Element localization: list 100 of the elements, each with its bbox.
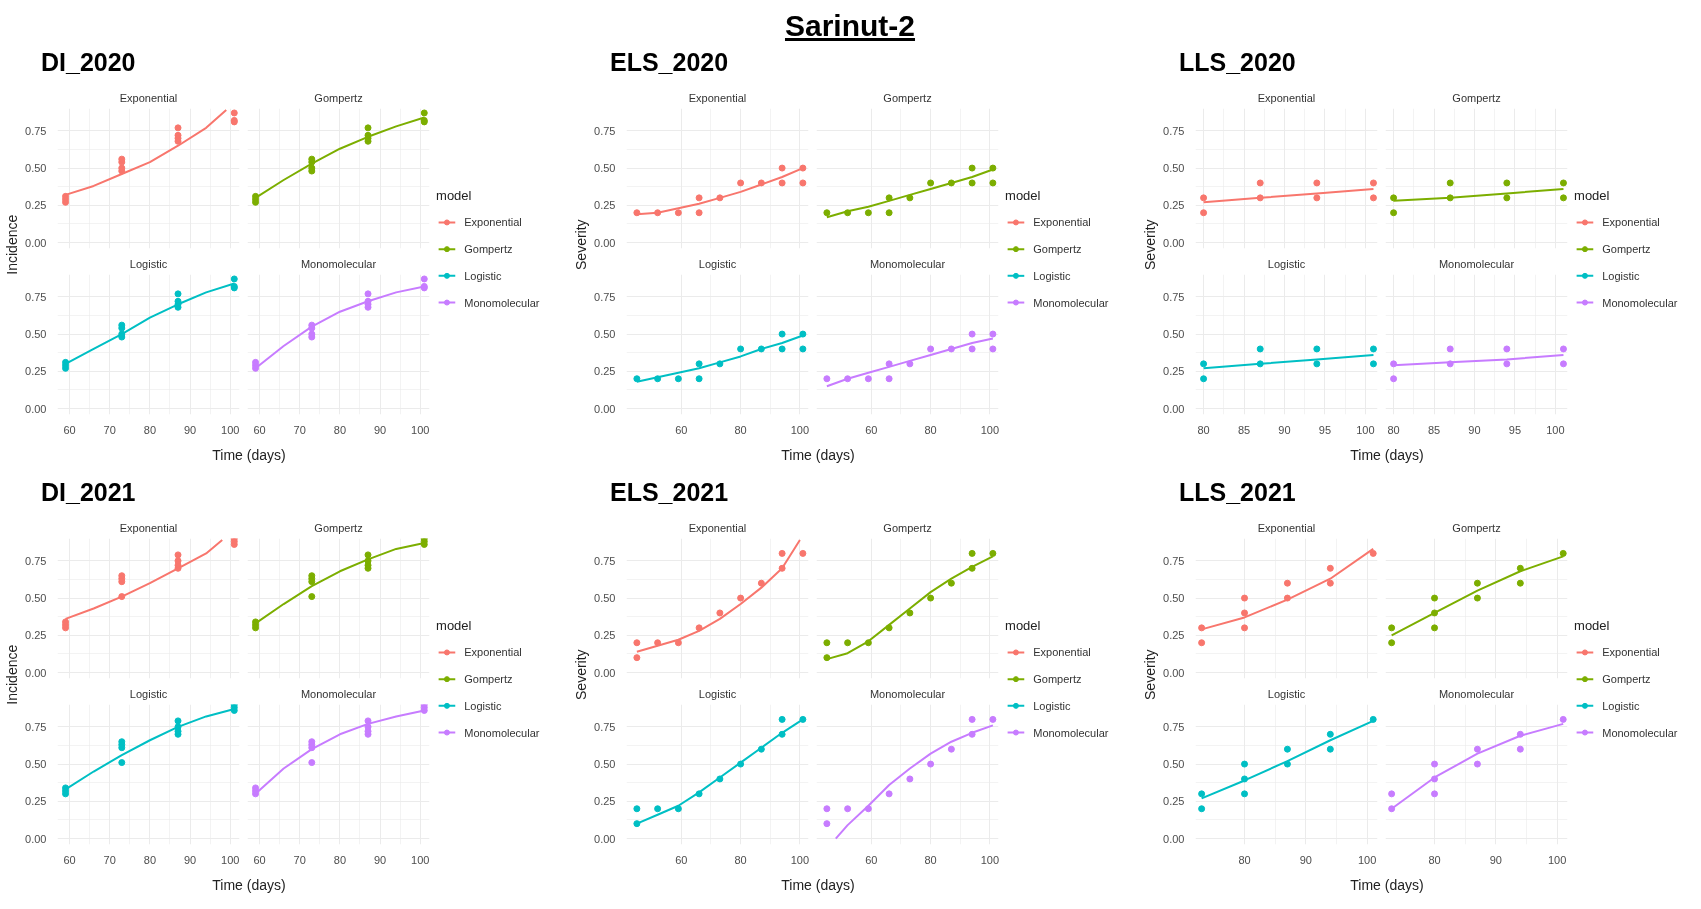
x-tick-label: 100	[1357, 853, 1377, 866]
y-tick-label: 0.00	[25, 236, 47, 249]
x-tick-label: 90	[1468, 423, 1481, 436]
x-tick-label: 100	[790, 853, 810, 866]
x-tick-label: 90	[183, 853, 197, 866]
x-tick-label: 80	[734, 853, 747, 866]
x-tick-label: 80	[734, 423, 747, 436]
y-tick-label: 0.00	[25, 666, 47, 679]
y-tick-label: 0.00	[594, 402, 616, 415]
x-tick-label: 90	[183, 423, 197, 436]
chart-title: Logistic	[698, 687, 737, 700]
text: Time (days)	[781, 876, 855, 895]
legend-label: Monomolecular	[464, 726, 540, 739]
chart-title: Monomolecular	[300, 257, 377, 270]
x-tick-label: 60	[63, 853, 76, 866]
y-tick-label: 0.00	[1163, 832, 1185, 845]
y-tick-label: 0.25	[594, 795, 616, 808]
y-tick-label: 0.50	[1163, 592, 1185, 605]
y-tick-label: 0.25	[1163, 199, 1185, 212]
text: Severity	[1141, 219, 1158, 270]
legend-title: model	[1574, 618, 1610, 634]
chart-title: Gompertz	[883, 521, 932, 534]
y-tick-label: 0.75	[1163, 554, 1185, 567]
legend-title: model	[436, 618, 472, 634]
y-tick-label: 0.50	[1163, 758, 1185, 771]
x-tick-label: 80	[924, 853, 937, 866]
x-tick-label: 70	[293, 853, 306, 866]
chart-title: Exponential	[1257, 521, 1316, 534]
y-tick-label: 0.75	[25, 124, 47, 137]
chart-title: Gompertz	[1452, 521, 1501, 534]
text: LLS_2021	[1179, 478, 1296, 506]
y-tick-label: 0.00	[1163, 666, 1185, 679]
x-tick-label: 70	[293, 423, 306, 436]
legend-label: Logistic	[1033, 269, 1072, 282]
legend-label: Exponential	[1602, 646, 1660, 659]
text: Severity	[572, 219, 589, 270]
text: Time (days)	[1350, 446, 1424, 465]
y-tick-label: 0.75	[594, 290, 616, 303]
legend-title: model	[1005, 188, 1041, 204]
text: Time (days)	[212, 446, 286, 465]
y-tick-label: 0.00	[1163, 402, 1185, 415]
x-tick-label: 100	[980, 423, 1000, 436]
x-tick-label: 85	[1237, 423, 1251, 436]
y-tick-label: 0.75	[25, 720, 47, 733]
y-tick-label: 0.75	[1163, 720, 1185, 733]
legend-label: Monomolecular	[464, 296, 540, 309]
legend-label: Exponential	[1033, 216, 1091, 229]
text: DI_2021	[41, 478, 136, 506]
x-tick-label: 70	[103, 423, 116, 436]
chart-title: Gompertz	[314, 91, 363, 104]
legend-title: model	[436, 188, 472, 204]
x-tick-label: 60	[675, 853, 688, 866]
y-tick-label: 0.75	[25, 554, 47, 567]
x-tick-label: 80	[1238, 853, 1251, 866]
legend-label: Logistic	[464, 269, 503, 282]
x-tick-label: 100	[411, 853, 430, 866]
y-tick-label: 0.50	[1163, 162, 1185, 175]
legend-label: Monomolecular	[1602, 726, 1678, 739]
y-tick-label: 0.50	[25, 328, 47, 341]
x-tick-label: 80	[333, 853, 347, 866]
x-tick-label: 60	[865, 853, 878, 866]
chart-title: Monomolecular	[1438, 257, 1515, 270]
y-tick-label: 0.75	[594, 720, 616, 733]
chart-title: Gompertz	[1452, 91, 1501, 104]
legend-label: Logistic	[1033, 699, 1072, 712]
x-tick-label: 90	[373, 423, 387, 436]
x-tick-label: 95	[1508, 423, 1522, 436]
text: Incidence	[3, 214, 20, 275]
legend-label: Monomolecular	[1033, 726, 1109, 739]
x-tick-label: 80	[143, 853, 157, 866]
legend-label: Gompertz	[1033, 243, 1082, 256]
y-tick-label: 0.25	[594, 199, 616, 212]
x-tick-label: 100	[1547, 853, 1567, 866]
y-tick-label: 0.25	[1163, 629, 1185, 642]
x-tick-label: 100	[411, 423, 430, 436]
text: Time (days)	[1350, 876, 1424, 895]
y-tick-label: 0.75	[25, 290, 47, 303]
x-tick-label: 80	[1197, 423, 1210, 436]
y-tick-label: 0.75	[1163, 290, 1185, 303]
legend-label: Gompertz	[464, 673, 513, 686]
chart-title: Monomolecular	[869, 687, 946, 700]
legend-title: model	[1574, 188, 1610, 204]
x-tick-label: 80	[924, 423, 937, 436]
legend-label: Monomolecular	[1602, 296, 1678, 309]
y-tick-label: 0.25	[25, 365, 47, 378]
x-tick-label: 90	[1489, 853, 1502, 866]
y-tick-label: 0.25	[1163, 795, 1185, 808]
chart-title: Exponential	[1257, 91, 1316, 104]
legend-label: Gompertz	[1033, 673, 1082, 686]
legend-label: Exponential	[1602, 216, 1660, 229]
chart-title: Exponential	[688, 521, 747, 534]
x-tick-label: 80	[143, 423, 157, 436]
text: ELS_2021	[610, 478, 729, 506]
y-tick-label: 0.75	[594, 124, 616, 137]
legend-label: Exponential	[464, 646, 522, 659]
x-tick-label: 60	[865, 423, 878, 436]
y-tick-label: 0.00	[25, 832, 47, 845]
legend-label: Logistic	[1602, 699, 1641, 712]
chart-title: Logistic	[129, 257, 168, 270]
legend-label: Logistic	[1602, 269, 1641, 282]
